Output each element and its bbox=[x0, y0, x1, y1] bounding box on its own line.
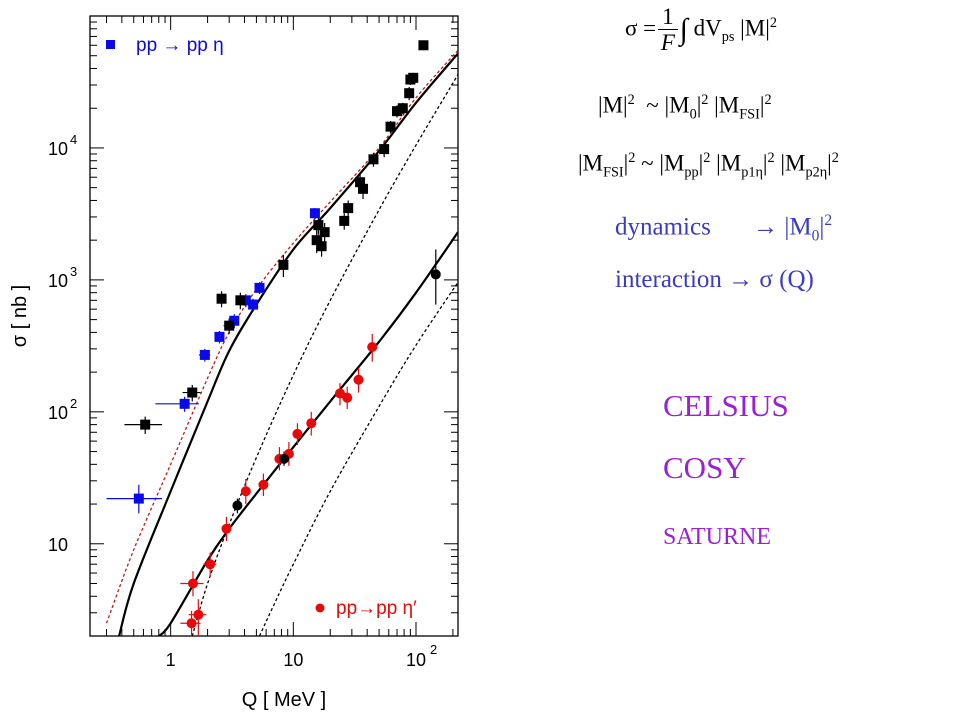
data-point-circle bbox=[205, 559, 216, 570]
x-tick-label: 10 bbox=[406, 650, 426, 670]
data-point-circle bbox=[221, 523, 232, 534]
facility-cosy: COSY bbox=[663, 450, 746, 485]
data-point-square bbox=[385, 121, 396, 132]
data-point-square bbox=[313, 220, 324, 231]
data-point-square bbox=[379, 144, 390, 155]
data-point-circle bbox=[334, 388, 345, 399]
legend-etaprime-marker bbox=[315, 603, 325, 613]
data-point-square bbox=[216, 293, 227, 304]
x-axis-title: Q [ MeV ] bbox=[242, 689, 326, 711]
formula-cross-section: σ = 1 F ∫ dVps |M|2 bbox=[625, 4, 777, 56]
data-point-square bbox=[311, 235, 322, 246]
data-point-square bbox=[368, 154, 379, 165]
data-point-square bbox=[404, 88, 415, 99]
note-interaction: interaction → σ (Q) bbox=[615, 266, 814, 293]
data-point-square bbox=[229, 315, 240, 326]
theory-curve-0 bbox=[105, 49, 458, 624]
data-point-circle bbox=[279, 453, 290, 464]
data-point-circle bbox=[232, 500, 243, 511]
formula-matrix-element: |M|2 ~ |M0|2 |MFSI|2 bbox=[598, 92, 772, 123]
theory-curve-3 bbox=[157, 231, 458, 636]
data-point-square bbox=[358, 183, 369, 194]
data-point-square bbox=[248, 299, 259, 310]
data-point-circle bbox=[306, 418, 317, 429]
theory-curve-1 bbox=[118, 52, 458, 636]
data-point-square bbox=[214, 331, 225, 342]
legend-eta-marker bbox=[106, 40, 115, 49]
data-point-circle bbox=[193, 609, 204, 620]
theory-curve-2 bbox=[191, 74, 458, 636]
data-point-square bbox=[316, 241, 327, 252]
data-point-square bbox=[343, 203, 354, 214]
legend-etaprime-label: pp→pp η′ bbox=[336, 598, 417, 619]
y-tick-label-exponent: 4 bbox=[70, 132, 77, 147]
facility-saturne: SATURNE bbox=[663, 524, 772, 550]
facility-celsius: CELSIUS bbox=[663, 388, 789, 423]
data-point-square bbox=[187, 387, 198, 398]
data-point-square bbox=[397, 103, 408, 114]
formula-fsi: |MFSI|2 ~ |Mpp|2 |Mp1η|2 |Mp2η|2 bbox=[578, 150, 839, 181]
data-point-circle bbox=[353, 374, 364, 385]
data-point-circle bbox=[292, 428, 303, 439]
y-tick-label-exponent: 2 bbox=[70, 396, 77, 411]
x-tick-label-exponent: 2 bbox=[430, 642, 437, 657]
data-point-square bbox=[418, 40, 429, 51]
x-tick-label: 1 bbox=[166, 650, 176, 670]
data-point-square bbox=[309, 208, 320, 219]
data-point-square bbox=[254, 282, 265, 293]
data-point-square bbox=[179, 398, 190, 409]
y-axis-title: σ [ nb ] bbox=[9, 285, 31, 347]
y-tick-label-exponent: 3 bbox=[70, 264, 77, 279]
x-tick-label: 10 bbox=[283, 650, 303, 670]
data-point-circle bbox=[258, 479, 269, 490]
y-tick-label: 10 bbox=[48, 403, 68, 423]
legend-eta-label: pp → pp η bbox=[136, 35, 224, 56]
data-point-circle bbox=[367, 341, 378, 352]
data-point-square bbox=[319, 227, 330, 238]
data-point-circle bbox=[240, 486, 251, 497]
y-tick-label: 10 bbox=[48, 139, 68, 159]
data-point-circle bbox=[186, 618, 197, 629]
data-point-circle bbox=[430, 269, 441, 280]
y-tick-label: 10 bbox=[48, 535, 68, 555]
data-point-square bbox=[339, 215, 350, 226]
data-point-square bbox=[408, 72, 419, 83]
theory-curve-4 bbox=[258, 281, 458, 636]
data-point-square bbox=[278, 259, 289, 270]
data-point-square bbox=[355, 177, 366, 188]
data-point-square bbox=[224, 320, 235, 331]
data-point-circle bbox=[342, 392, 353, 403]
data-point-circle bbox=[187, 578, 198, 589]
data-point-square bbox=[235, 295, 246, 306]
note-dynamics: dynamics → |M0|2 bbox=[615, 212, 833, 245]
data-point-square bbox=[391, 106, 402, 117]
data-point-square bbox=[133, 493, 144, 504]
data-point-square bbox=[240, 295, 251, 306]
y-tick-label: 10 bbox=[48, 271, 68, 291]
data-point-square bbox=[140, 419, 151, 430]
data-point-square bbox=[199, 349, 210, 360]
